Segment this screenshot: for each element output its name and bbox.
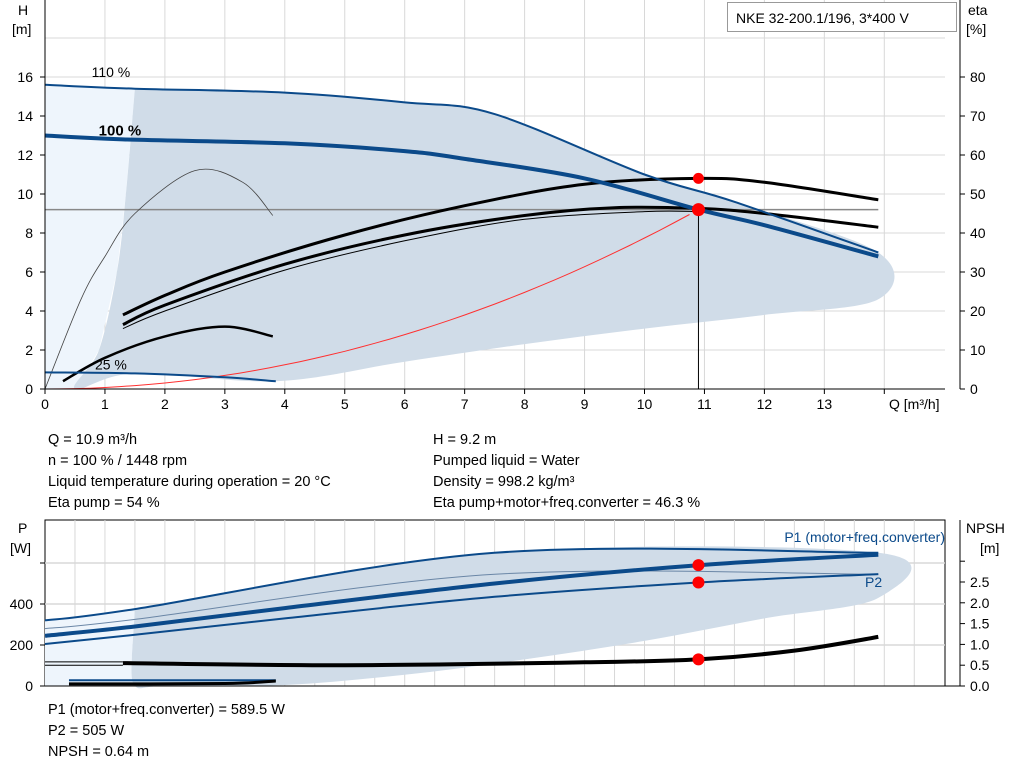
operating-region	[74, 88, 895, 390]
info-n: n = 100 % / 1448 rpm	[48, 453, 188, 469]
info-top-left: Q = 10.9 m³/h n = 100 % / 1448 rpm Liqui…	[48, 430, 331, 514]
y2-tick-label: 1.5	[970, 616, 990, 632]
info-eta-pump: Eta pump = 54 %	[48, 495, 160, 511]
y2-tick-label: 2.5	[970, 574, 990, 590]
eta-curve	[122, 205, 879, 327]
eta-curve	[122, 210, 699, 330]
npsh-curve-25	[68, 679, 276, 686]
y-tick-label: 6	[25, 264, 33, 280]
y2-tick-label: 50	[970, 186, 986, 202]
x-tick-label: 6	[401, 396, 409, 412]
x-tick-label: 5	[341, 396, 349, 412]
duty-point-p2	[692, 576, 705, 589]
system-curve	[44, 214, 690, 390]
power-curve	[44, 573, 879, 645]
info-density: Density = 998.2 kg/m³	[433, 474, 575, 490]
speed-label: 100 %	[99, 123, 142, 140]
y2-tick-label: 40	[970, 225, 986, 241]
y-axis-unit: [W]	[10, 540, 31, 556]
power-curve	[44, 570, 879, 630]
head-curve	[44, 133, 879, 259]
y-tick-label: 200	[10, 637, 34, 653]
y2-tick-label: 2.0	[970, 595, 990, 611]
y2-tick-label: 60	[970, 147, 986, 163]
light-region	[45, 84, 135, 390]
speed-label: 110 %	[92, 64, 131, 80]
x-tick-label: 8	[521, 396, 529, 412]
y2-axis-unit: [%]	[966, 21, 986, 37]
x-tick-label: 13	[817, 396, 833, 412]
x-tick-label: 11	[697, 396, 712, 412]
y-axis-unit: [m]	[12, 21, 31, 37]
y2-tick-label: 0.5	[970, 657, 990, 673]
y2-tick-label: 20	[970, 303, 986, 319]
y2-tick-label: 30	[970, 264, 986, 280]
duty-point-head	[691, 203, 705, 217]
x-axis-label: Q [m³/h]	[889, 396, 940, 412]
y-tick-label: 8	[25, 225, 33, 241]
info-p1: P1 (motor+freq.converter) = 589.5 W	[48, 702, 285, 718]
info-q: Q = 10.9 m³/h	[48, 432, 138, 448]
info-h: H = 9.2 m	[433, 432, 497, 448]
y2-axis-label: NPSH	[966, 520, 1005, 536]
y2-axis-unit: [m]	[980, 540, 999, 556]
y-tick-label: 4	[25, 303, 33, 319]
series-label-p1: P1 (motor+freq.converter)	[784, 529, 945, 545]
y-tick-label: 0	[25, 381, 33, 397]
duty-point-eta	[692, 172, 704, 184]
npsh-curve	[122, 634, 879, 668]
y2-tick-label: 0.0	[970, 678, 990, 694]
x-tick-label: 7	[461, 396, 469, 412]
power-curve	[44, 552, 879, 638]
duty-point-p1	[692, 559, 705, 572]
eta-curve	[44, 168, 274, 390]
y2-tick-label: 70	[970, 108, 986, 124]
y-axis-label: P	[18, 520, 27, 536]
y-tick-label: 2	[25, 342, 33, 358]
x-tick-label: 9	[581, 396, 589, 412]
x-tick-label: 4	[281, 396, 289, 412]
y-tick-label: 16	[17, 69, 33, 85]
info-top-right: H = 9.2 m Pumped liquid = Water Density …	[433, 430, 700, 514]
speed-label: 25 %	[95, 357, 127, 373]
info-eta-total: Eta pump+motor+freq.converter = 46.3 %	[433, 495, 701, 511]
y2-tick-label: 1.0	[970, 636, 990, 652]
x-tick-label: 12	[757, 396, 773, 412]
y2-tick-label: 10	[970, 342, 986, 358]
x-tick-label: 2	[161, 396, 169, 412]
y-tick-label: 400	[10, 596, 34, 612]
info-npsh: NPSH = 0.64 m	[48, 744, 150, 760]
x-tick-label: 0	[41, 396, 49, 412]
y2-tick-label: 80	[970, 69, 986, 85]
info-bottom: P1 (motor+freq.converter) = 589.5 W P2 =…	[48, 700, 285, 763]
info-liquid: Pumped liquid = Water	[433, 453, 580, 469]
y-tick-label: 10	[17, 186, 33, 202]
info-p2: P2 = 505 W	[48, 723, 125, 739]
power-curve	[44, 547, 879, 622]
y2-tick-label: 0	[970, 381, 978, 397]
eta-curve	[62, 325, 274, 383]
head-curve	[44, 371, 276, 383]
pump-title: NKE 32-200.1/196, 3*400 V	[727, 2, 957, 32]
y-tick-label: 12	[17, 147, 33, 163]
eta-curve	[122, 176, 879, 317]
info-liquid-temp: Liquid temperature during operation = 20…	[48, 474, 331, 490]
head-curve	[44, 83, 879, 254]
y2-axis-label: eta	[968, 2, 988, 18]
y-axis-label: H	[18, 2, 28, 18]
series-label-p2: P2	[865, 574, 882, 590]
x-tick-label: 1	[101, 396, 109, 412]
x-tick-label: 3	[221, 396, 229, 412]
y-tick-label: 14	[17, 108, 33, 124]
duty-point-npsh	[692, 653, 705, 666]
x-tick-label: 10	[637, 396, 653, 412]
y-tick-label: 0	[25, 678, 33, 694]
